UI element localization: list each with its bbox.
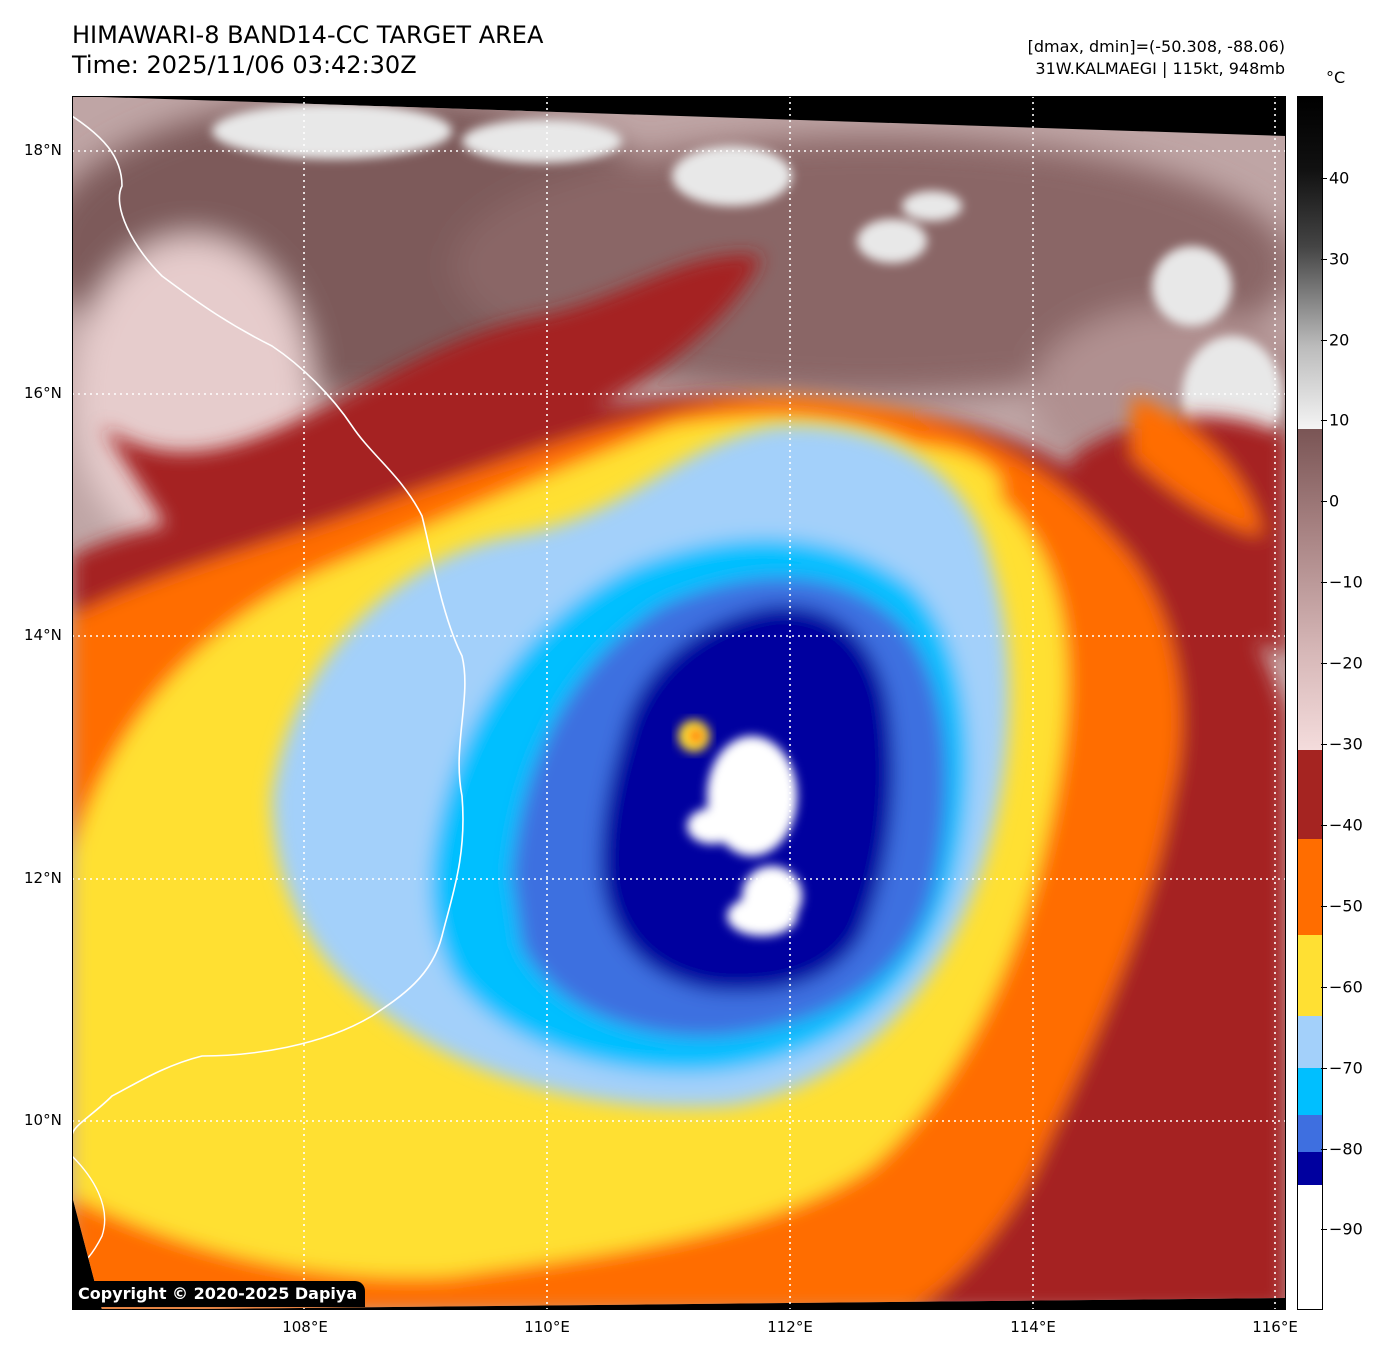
- lon-label-112e: 112°E: [767, 1318, 813, 1336]
- temperature-range-info: [dmax, dmin]=(-50.308, -88.06): [1027, 37, 1285, 56]
- colorbar-tickmark: [1321, 501, 1327, 502]
- colorbar-tickmark: [1321, 178, 1327, 179]
- colorbar-tick-0: 0: [1329, 491, 1340, 511]
- colorbar-tickmark: [1321, 259, 1327, 260]
- colorbar-scale: [1298, 97, 1322, 1309]
- lon-label-108e: 108°E: [282, 1318, 328, 1336]
- colorbar-unit: °C: [1326, 68, 1346, 87]
- colorbar-tickmark: [1321, 1149, 1327, 1150]
- colorbar-tickmark: [1321, 340, 1327, 341]
- colorbar-tick-minus90: −90: [1329, 1219, 1363, 1239]
- chart-time: Time: 2025/11/06 03:42:30Z: [72, 51, 417, 79]
- lat-label-16n: 16°N: [24, 384, 62, 402]
- colorbar-tickmark: [1321, 663, 1327, 664]
- colorbar-tickmark: [1321, 1229, 1327, 1230]
- colorbar-tickmark: [1321, 420, 1327, 421]
- colorbar-tickmark: [1321, 825, 1327, 826]
- colorbar-tick-20: 20: [1329, 330, 1350, 350]
- colorbar-tick-minus40: −40: [1329, 815, 1363, 835]
- colorbar-tickmark: [1321, 1068, 1327, 1069]
- storm-info: 31W.KALMAEGI | 115kt, 948mb: [1035, 59, 1285, 78]
- colorbar-tick-minus10: −10: [1329, 572, 1363, 592]
- colorbar-tick-minus20: −20: [1329, 653, 1363, 673]
- satellite-image: [72, 96, 1286, 1310]
- lon-label-116e: 116°E: [1252, 1318, 1298, 1336]
- colorbar-tick-minus80: −80: [1329, 1139, 1363, 1159]
- satellite-imagery-svg: [72, 96, 1286, 1310]
- lon-label-110e: 110°E: [524, 1318, 570, 1336]
- colorbar-tickmark: [1321, 744, 1327, 745]
- lat-label-12n: 12°N: [24, 869, 62, 887]
- chart-title: HIMAWARI-8 BAND14-CC TARGET AREA: [72, 21, 544, 49]
- colorbar-tickmark: [1321, 906, 1327, 907]
- copyright-notice: Copyright © 2020-2025 Dapiya: [72, 1281, 366, 1307]
- colorbar-tick-minus70: −70: [1329, 1058, 1363, 1078]
- colorbar-tick-minus60: −60: [1329, 977, 1363, 997]
- lat-label-10n: 10°N: [24, 1111, 62, 1129]
- lat-label-14n: 14°N: [24, 626, 62, 644]
- lon-label-114e: 114°E: [1010, 1318, 1056, 1336]
- colorbar-tick-minus30: −30: [1329, 734, 1363, 754]
- colorbar-tick-10: 10: [1329, 410, 1350, 430]
- colorbar-tickmark: [1321, 582, 1327, 583]
- colorbar-tick-30: 30: [1329, 249, 1350, 269]
- colorbar-tickmark: [1321, 987, 1327, 988]
- lat-label-18n: 18°N: [24, 141, 62, 159]
- colorbar: [1297, 96, 1323, 1310]
- colorbar-tick-40: 40: [1329, 168, 1350, 188]
- colorbar-tick-minus50: −50: [1329, 896, 1363, 916]
